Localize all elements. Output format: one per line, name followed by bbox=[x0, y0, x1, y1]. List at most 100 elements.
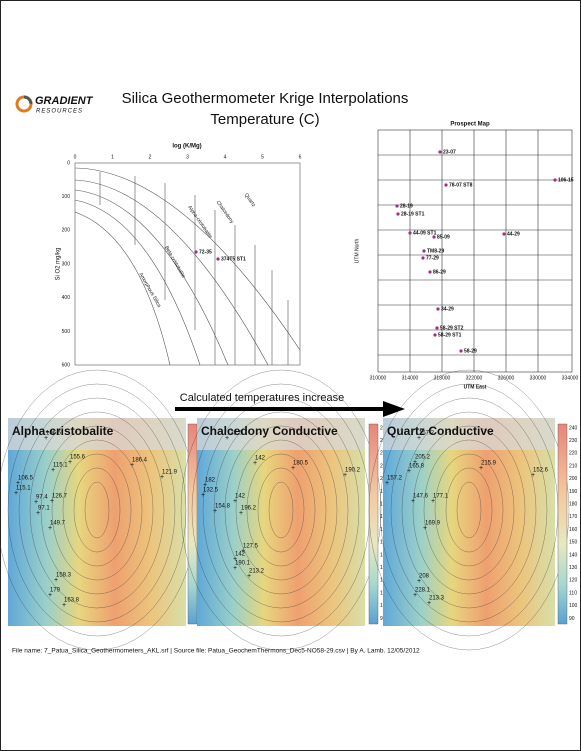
map-title: Quartz Conductive bbox=[387, 424, 494, 438]
x-tick: 334000 bbox=[562, 375, 579, 381]
point-label: 169.9 bbox=[425, 521, 441, 527]
point-label: 121.9 bbox=[162, 470, 178, 476]
point-label: TM8-29 bbox=[427, 248, 444, 254]
colorbar-tick: 130 bbox=[569, 565, 578, 571]
point-label: 85-09 bbox=[437, 234, 450, 240]
y-tick: 100 bbox=[62, 194, 71, 200]
point-label: 152.6 bbox=[533, 468, 549, 474]
colorbar-tick: 170 bbox=[569, 514, 578, 520]
point-label: 132.5 bbox=[203, 488, 219, 494]
point-label: 28-19 ST1 bbox=[401, 211, 425, 217]
logo-sub: RESOURCES bbox=[36, 109, 83, 115]
map-title: Prospect Map bbox=[450, 122, 490, 128]
point-label: 158.3 bbox=[56, 573, 72, 579]
point-label: 213.3 bbox=[429, 596, 445, 602]
point bbox=[436, 307, 439, 310]
x-tick: 1 bbox=[111, 154, 114, 160]
point-label: 163.8 bbox=[64, 598, 80, 604]
point-label: 115.1 bbox=[16, 486, 31, 492]
point-label: 147.6 bbox=[413, 494, 429, 500]
point-label: 190.1 bbox=[235, 561, 251, 567]
colorbar-tick: 90 bbox=[569, 616, 575, 622]
y-tick: 400 bbox=[62, 295, 71, 301]
point-label: 213.2 bbox=[249, 569, 265, 575]
point-label: 77-29 bbox=[426, 255, 439, 261]
x-tick: 3 bbox=[186, 154, 189, 160]
point-label: 97.1 bbox=[38, 506, 50, 512]
colorbar-tick: 210 bbox=[569, 463, 578, 469]
y-tick: 0 bbox=[67, 160, 70, 166]
point bbox=[432, 235, 435, 238]
colorbar-tick: 200 bbox=[569, 476, 578, 482]
x-tick: 310000 bbox=[370, 375, 387, 381]
y-tick: 300 bbox=[62, 261, 71, 267]
point-label: 106.5 bbox=[46, 431, 62, 437]
point-label: 182 bbox=[205, 478, 216, 484]
x-tick: 2 bbox=[149, 154, 152, 160]
point-label: 28-19 bbox=[400, 203, 413, 209]
point bbox=[459, 349, 462, 352]
y-tick: 500 bbox=[62, 329, 71, 335]
x-tick: 322000 bbox=[466, 375, 483, 381]
subtitle: Temperature (C) bbox=[210, 111, 319, 128]
colorbar-tick: 150 bbox=[569, 540, 578, 546]
page: GRADIENT RESOURCES Silica Geothermometer… bbox=[0, 0, 581, 751]
x-tick: 4 bbox=[224, 154, 227, 160]
colorbar-tick: 220 bbox=[569, 451, 578, 457]
colorbar-tick: 120 bbox=[569, 578, 578, 584]
colorbar-tick: 180 bbox=[569, 502, 578, 508]
point bbox=[194, 250, 197, 253]
point-label: 205.2 bbox=[415, 455, 431, 461]
point-label: 97.4 bbox=[36, 495, 48, 501]
point-label: 44-09 ST1 bbox=[413, 230, 437, 236]
point bbox=[421, 256, 424, 259]
point bbox=[444, 183, 447, 186]
point bbox=[216, 257, 219, 260]
x-tick: 6 bbox=[299, 154, 302, 160]
point bbox=[428, 270, 431, 273]
point-label: 154.8 bbox=[215, 504, 231, 510]
point bbox=[553, 178, 556, 181]
point-label: 126.7 bbox=[52, 494, 68, 500]
point-label: 157.2 bbox=[419, 431, 435, 437]
point-label: 374T5 ST1 bbox=[221, 256, 246, 262]
point-label: 179 bbox=[50, 588, 61, 594]
arrow-text: Calculated temperatures increase bbox=[180, 392, 344, 404]
x-tick: 314000 bbox=[402, 375, 419, 381]
point bbox=[408, 231, 411, 234]
colorbar-tick: 110 bbox=[569, 590, 577, 596]
point-label: 127.5 bbox=[243, 544, 259, 550]
point-label: 190.2 bbox=[345, 468, 361, 474]
point bbox=[395, 204, 398, 207]
point bbox=[433, 333, 436, 336]
map-title: Alpha-cristobalite bbox=[12, 424, 114, 438]
colorbar-tick: 230 bbox=[569, 438, 578, 444]
point-label: 106-15 bbox=[558, 177, 574, 183]
x-tick: 0 bbox=[74, 154, 77, 160]
colorbar-tick: 240 bbox=[569, 425, 578, 431]
point-label: 157.2 bbox=[387, 476, 403, 482]
point-label: 177.1 bbox=[433, 494, 449, 500]
colorbar-tick: 160 bbox=[569, 527, 578, 533]
x-tick: 318000 bbox=[434, 375, 451, 381]
point-label: 208 bbox=[419, 574, 430, 580]
x-tick: 5 bbox=[261, 154, 264, 160]
point-label: 58-29 bbox=[464, 348, 477, 354]
point-label: 115.1 bbox=[53, 463, 68, 469]
point-label: 58-29 ST2 bbox=[440, 325, 464, 331]
point-label: 78-07 ST8 bbox=[449, 182, 473, 188]
y-tick: 600 bbox=[62, 363, 71, 369]
colorbar bbox=[369, 424, 378, 624]
x-tick: 326000 bbox=[498, 375, 515, 381]
y-label: Si O2 mg/kg bbox=[56, 247, 62, 280]
x-label: UTM East bbox=[464, 384, 487, 390]
point-label: 58-29 ST1 bbox=[438, 332, 462, 338]
colorbar bbox=[558, 424, 567, 624]
point-label: 155.6 bbox=[70, 455, 86, 461]
point-label: 165.8 bbox=[409, 464, 425, 470]
point-label: 196.2 bbox=[241, 506, 257, 512]
point bbox=[438, 150, 441, 153]
point-label: 86-29 bbox=[433, 269, 446, 275]
colorbar-tick: 100 bbox=[569, 603, 578, 609]
x-tick: 330000 bbox=[530, 375, 547, 381]
